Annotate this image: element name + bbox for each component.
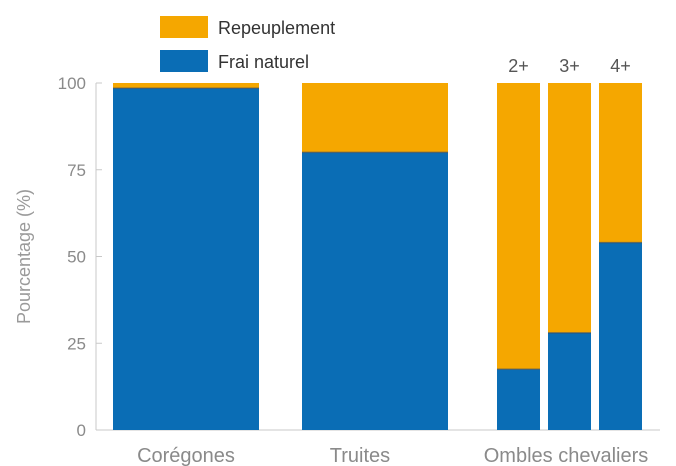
category-label: Truites — [330, 445, 390, 466]
y-tick-label: 50 — [67, 248, 86, 267]
bar-frai-naturel — [548, 332, 591, 430]
bar-repeuplement — [599, 83, 642, 243]
legend-swatch — [160, 50, 208, 72]
labels: Corégones Truites 2+ 3+ 4+ Ombles chevaliers — [137, 56, 648, 466]
bar-frai-naturel — [497, 369, 540, 430]
y-axis-title: Pourcentage (%) — [14, 189, 34, 324]
bar-repeuplement — [302, 83, 448, 153]
legend: Repeuplement Frai naturel — [160, 16, 335, 72]
bar-repeuplement — [548, 83, 591, 333]
age-class-label: 3+ — [559, 56, 580, 76]
bar-frai-naturel — [599, 242, 642, 430]
legend-label: Repeuplement — [218, 18, 335, 38]
y-tick-label: 75 — [67, 161, 86, 180]
y-tick-label: 100 — [58, 74, 86, 93]
y-tick-label: 0 — [77, 421, 86, 440]
age-class-label: 4+ — [610, 56, 631, 76]
y-tick-label: 25 — [67, 334, 86, 353]
category-label: Corégones — [137, 445, 235, 466]
bars — [113, 83, 642, 430]
category-label: Ombles chevaliers — [484, 445, 649, 466]
bar-repeuplement — [113, 83, 259, 89]
axes: 0 25 50 75 100 Pourcentage (%) — [14, 74, 660, 440]
age-class-label: 2+ — [508, 56, 529, 76]
legend-label: Frai naturel — [218, 52, 309, 72]
legend-swatch — [160, 16, 208, 38]
bar-repeuplement — [497, 83, 540, 370]
bar-frai-naturel — [302, 152, 448, 430]
bar-frai-naturel — [113, 88, 259, 430]
